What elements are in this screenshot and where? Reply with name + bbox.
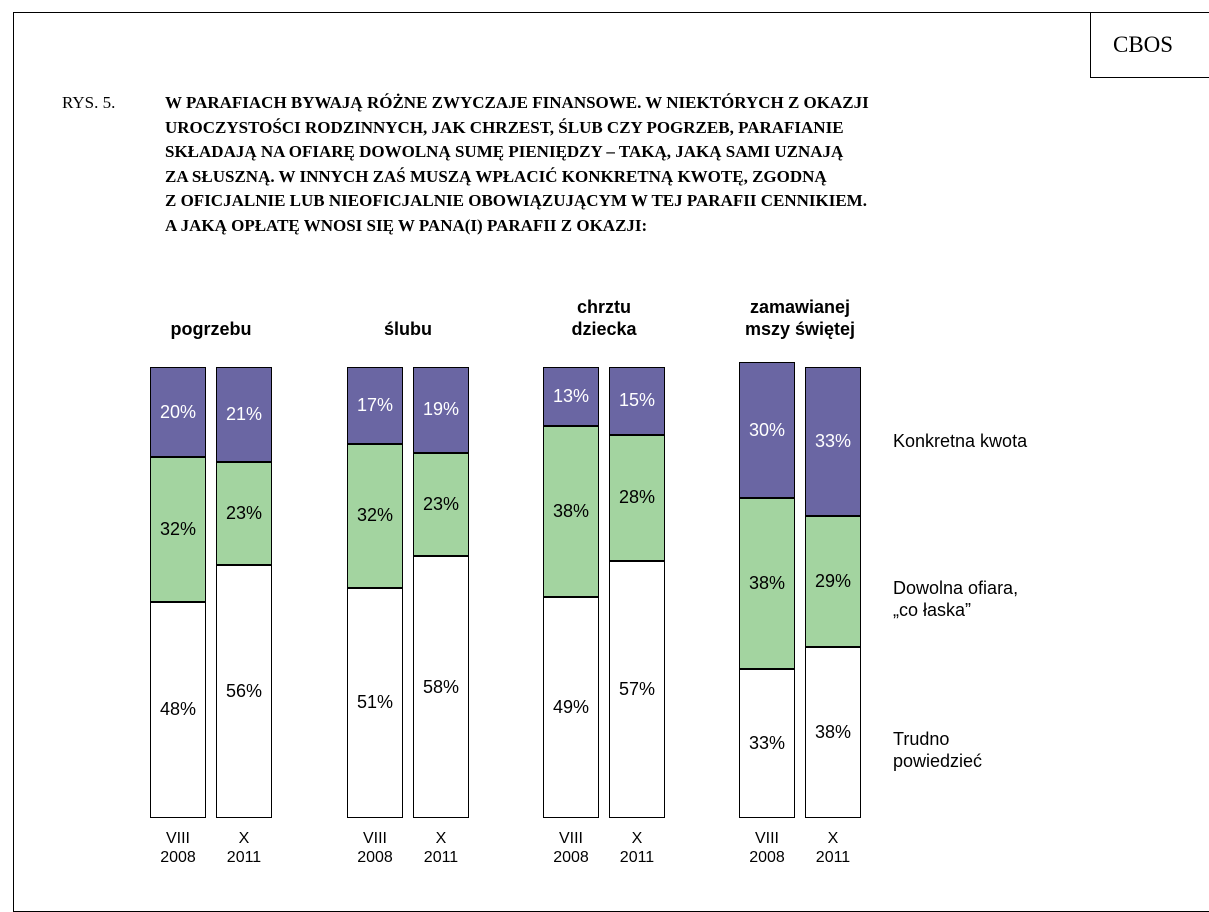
x-tick-label: VIII 2008 (160, 830, 196, 866)
bar-segment (543, 367, 599, 426)
legend-label: Konkretna kwota (893, 431, 1028, 452)
value-label: 29% (814, 570, 852, 591)
bar-segment (413, 367, 469, 453)
bar-segment (216, 565, 272, 818)
bar-segment (347, 367, 403, 444)
bar-segment (150, 367, 206, 458)
value-label: 23% (422, 494, 460, 515)
title-line: A JAKĄ OPŁATĘ WNOSI SIĘ W PANA(I) PARAFI… (165, 215, 648, 235)
value-label: 20% (159, 401, 197, 422)
value-label: 32% (159, 518, 197, 539)
group-label: pogrzebu (170, 319, 252, 339)
bar-segment (347, 587, 403, 818)
bar-segment (739, 669, 795, 818)
bar-segment (413, 452, 469, 557)
value-label: 33% (814, 430, 852, 451)
group-label: ślubu (384, 319, 432, 339)
bar-segment (413, 556, 469, 818)
value-label: 33% (748, 733, 786, 754)
group-label: zamawianej mszy świętej (744, 297, 856, 339)
x-tick-label: X 2011 (619, 830, 655, 866)
bar-segment (739, 497, 795, 670)
bar-segment (216, 461, 272, 566)
x-tick-label: X 2011 (226, 830, 262, 866)
x-tick-label: X 2011 (423, 830, 459, 866)
bar-segment (609, 434, 665, 561)
value-label: 19% (422, 399, 460, 420)
value-label: 17% (356, 394, 394, 415)
title-line: Z OFICJALNIE LUB NIEOFICJALNIE OBOWIĄZUJ… (165, 191, 867, 210)
x-tick-label: X 2011 (815, 830, 851, 866)
title-line: W PARAFIACH BYWAJĄ RÓŻNE ZWYCZAJE FINANS… (165, 93, 869, 112)
value-label: 38% (814, 721, 852, 742)
bar-segment (805, 646, 861, 818)
value-label: 23% (225, 503, 263, 524)
bar-segment (216, 367, 272, 462)
title-line: SKŁADAJĄ NA OFIARĘ DOWOLNĄ SUMĘ PIENIĘDZ… (165, 142, 844, 161)
value-label: 49% (552, 697, 590, 717)
value-label: 48% (159, 699, 197, 720)
bar-segment (805, 367, 861, 516)
value-label: 51% (356, 692, 394, 713)
group-label: chrztu dziecka (571, 297, 637, 339)
title-line: ZA SŁUSZNĄ. W INNYCH ZAŚ MUSZĄ WPŁACIĆ K… (165, 166, 827, 186)
value-label: 32% (356, 505, 394, 526)
bar-segment (150, 457, 206, 602)
title-line: UROCZYSTOŚCI RODZINNYCH, JAK CHRZEST, ŚL… (165, 117, 844, 137)
bar-segment (150, 601, 206, 818)
bar-segment (347, 443, 403, 588)
bar-segment (543, 597, 599, 818)
bar-segment (543, 425, 599, 597)
value-label: 38% (552, 500, 590, 521)
value-label: 56% (225, 681, 263, 702)
value-label: 57% (618, 678, 656, 699)
value-label: 58% (422, 676, 460, 697)
value-label: 15% (618, 390, 656, 411)
legend-label: Dowolna ofiara, „co łaska” (893, 578, 1019, 621)
figure-label: RYS. 5. (62, 93, 116, 112)
badge: CBOS (1090, 12, 1209, 78)
x-tick-label: VIII 2008 (749, 830, 785, 866)
bar-segment (609, 367, 665, 435)
value-label: 30% (748, 419, 786, 440)
x-tick-label: VIII 2008 (357, 830, 393, 866)
bar-segment (609, 560, 665, 818)
value-label: 21% (225, 403, 263, 424)
x-tick-label: VIII 2008 (553, 830, 589, 866)
value-label: 38% (748, 572, 786, 593)
legend-label: Trudno powiedzieć (893, 729, 983, 772)
bar-segment (739, 362, 795, 498)
value-label: 13% (552, 385, 590, 406)
bar-segment (805, 515, 861, 647)
value-label: 28% (618, 487, 656, 508)
